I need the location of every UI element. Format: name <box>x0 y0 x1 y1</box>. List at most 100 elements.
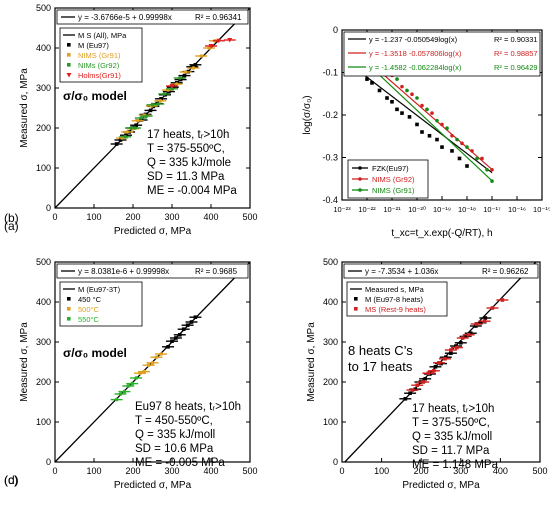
data-point <box>189 320 194 324</box>
data-point <box>148 108 153 113</box>
data-point <box>490 167 494 172</box>
data-point <box>410 92 414 97</box>
y-tick-label: 200 <box>36 123 51 133</box>
annotation-line: 17 heats, tᵣ>10h <box>412 403 494 415</box>
annotation-line: Eu97 8 heats, tᵣ>10h <box>135 401 241 413</box>
annotation-line: T = 375-550ºC, <box>412 417 490 429</box>
data-point <box>178 333 182 337</box>
x-tick-label: 300 <box>164 466 179 476</box>
data-point <box>421 380 425 384</box>
annotation-line: SD = 11.7 MPa <box>412 445 490 457</box>
y-tick-label: 200 <box>323 377 338 387</box>
data-point <box>433 365 438 369</box>
data-point <box>449 348 453 352</box>
data-point <box>118 392 123 396</box>
fit-equation: y = -1.4582 -0.062284log(x) <box>369 63 462 72</box>
data-point <box>126 384 131 388</box>
data-point <box>468 331 473 335</box>
data-point <box>139 116 143 120</box>
legend-label: NIMs (Gr92) <box>78 61 120 70</box>
data-point <box>413 387 418 391</box>
data-point <box>377 88 382 93</box>
legend-label: NIMS (Gr92) <box>372 175 415 184</box>
y-tick-label: 100 <box>323 417 338 427</box>
data-point <box>455 345 459 350</box>
y-tick-label: 400 <box>36 297 51 307</box>
y-tick-label: 200 <box>36 377 51 387</box>
panel-d: 0 100 200 300 400 500 0 100 200 300 400 500 Predicte… <box>4 257 548 491</box>
legend-label: NIMS (Gr91) <box>372 186 415 195</box>
data-point <box>450 149 454 153</box>
data-point <box>118 138 123 142</box>
data-point <box>450 133 454 138</box>
data-point <box>400 84 404 89</box>
fit-line <box>354 67 493 174</box>
x-tick-label: 200 <box>125 212 140 222</box>
annotation-line: SD = 10.6 MPa <box>135 443 214 455</box>
data-point <box>485 167 489 172</box>
y-axis-label: log(σ/σ₀) <box>302 95 313 134</box>
annotation-line: ME = 1.148 MPa <box>412 459 499 471</box>
data-point <box>480 156 484 161</box>
panel-b: 10⁻²³ 10⁻²² 10⁻²¹ 10⁻²⁰ 10⁻¹⁹ 10⁻¹⁸ 10⁻¹⁷ 10⁻¹⁶… <box>4 25 550 239</box>
data-point <box>470 149 474 153</box>
data-point <box>460 141 464 146</box>
data-point <box>500 298 505 302</box>
y-tick-label: 300 <box>323 337 338 347</box>
x-tick-label: 10⁻¹⁵ <box>533 205 550 214</box>
data-point <box>133 126 137 130</box>
data-point <box>478 321 483 325</box>
data-point <box>425 107 429 112</box>
legend-label: 500°C <box>78 305 100 314</box>
data-point <box>183 70 188 74</box>
data-point <box>142 369 146 374</box>
data-point <box>439 361 443 366</box>
x-tick-label: 100 <box>374 466 389 476</box>
annotation-line: SD = 11.3 MPa <box>147 171 225 183</box>
annotation-line: 17 heats, tᵣ>10h <box>147 129 229 141</box>
x-tick-label: 400 <box>203 466 218 476</box>
data-point <box>440 122 444 127</box>
y-tick-label: 0 <box>333 457 338 467</box>
data-point <box>449 351 453 355</box>
data-point <box>474 324 478 328</box>
x-tick-label: 100 <box>86 212 101 222</box>
fit-equation: y = -1.237 -0.050549log(x) <box>369 35 458 44</box>
data-point <box>405 88 409 93</box>
data-point <box>408 391 412 395</box>
data-point <box>150 361 155 365</box>
data-point <box>426 371 431 375</box>
x-tick-label: 100 <box>86 466 101 476</box>
data-point <box>370 81 374 85</box>
x-tick-label: 10⁻¹⁷ <box>483 205 501 214</box>
model-label: σ/σ₀ model <box>63 89 127 103</box>
x-tick-label: 500 <box>242 212 257 222</box>
y-axis-label: Measured σ, MPa <box>306 322 317 402</box>
data-point <box>415 122 419 127</box>
data-point <box>159 97 163 101</box>
fit-r2: R² = 0.98857 <box>494 49 538 58</box>
legend-marker <box>67 307 71 311</box>
data-point <box>227 38 233 43</box>
data-point <box>174 336 178 340</box>
data-point <box>139 118 144 122</box>
x-tick-label: 400 <box>493 466 508 476</box>
x-tick-label: 10⁻²⁰ <box>408 205 426 214</box>
y-tick-label: 400 <box>36 43 51 53</box>
data-point <box>395 77 399 81</box>
legend-marker <box>358 166 362 170</box>
equation-box <box>56 263 249 279</box>
legend-label: Measured s, MPa <box>365 285 425 294</box>
legend-marker <box>67 297 71 301</box>
equation-box <box>343 263 539 279</box>
x-tick-label: 300 <box>453 466 468 476</box>
legend-label: M (Eu97-3T) <box>78 285 121 294</box>
y-tick-label: 500 <box>323 257 338 267</box>
data-point <box>123 135 127 139</box>
x-tick-label: 300 <box>164 212 179 222</box>
y-tick-label: 100 <box>36 163 51 173</box>
data-point <box>475 156 479 161</box>
y-tick-label: -0.2 <box>322 110 338 120</box>
fit-equation: y = -3.6766e-5 + 0.99998x <box>78 13 172 22</box>
y-tick-label: 500 <box>36 257 51 267</box>
